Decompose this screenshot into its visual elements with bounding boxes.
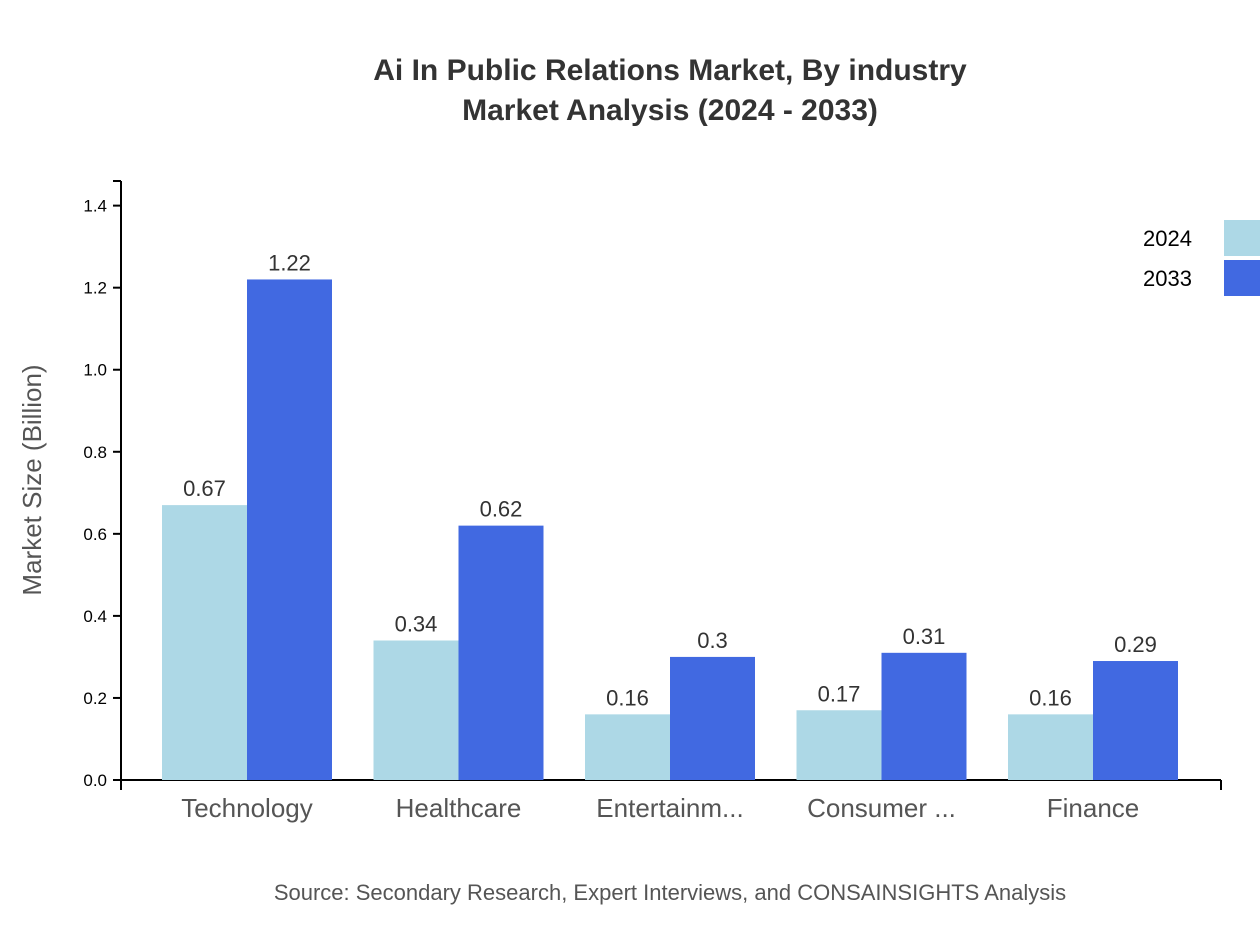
bar xyxy=(162,505,247,780)
x-tick-label: Technology xyxy=(181,793,313,823)
data-label: 0.29 xyxy=(1114,632,1157,657)
x-tick-label: Consumer ... xyxy=(807,793,956,823)
y-tick-label: 0.0 xyxy=(83,771,107,790)
y-tick-label: 0.8 xyxy=(83,443,107,462)
bar xyxy=(881,652,967,780)
legend-swatch xyxy=(1224,260,1260,296)
data-label: 0.67 xyxy=(183,476,226,501)
data-label: 0.31 xyxy=(903,624,946,649)
source-note: Source: Secondary Research, Expert Inter… xyxy=(274,880,1066,905)
y-tick-label: 1.4 xyxy=(83,197,107,216)
bar xyxy=(373,640,459,780)
bar xyxy=(458,525,544,780)
bar xyxy=(247,279,332,780)
chart-subtitle: Market Analysis (2024 - 2033) xyxy=(462,94,878,127)
data-label: 0.16 xyxy=(606,685,649,710)
data-label: 1.22 xyxy=(268,250,311,275)
y-tick-label: 1.0 xyxy=(83,361,107,380)
legend-label: 2024 xyxy=(1143,226,1192,251)
y-tick-label: 0.4 xyxy=(83,607,107,626)
chart-title: Ai In Public Relations Market, By indust… xyxy=(373,54,967,87)
x-tick-label: Entertainm... xyxy=(596,793,743,823)
legend-label: 2033 xyxy=(1143,266,1192,291)
y-tick-label: 0.6 xyxy=(83,525,107,544)
legend-swatch xyxy=(1224,220,1260,256)
y-tick-label: 0.2 xyxy=(83,689,107,708)
data-label: 0.3 xyxy=(697,628,728,653)
y-tick-label: 1.2 xyxy=(83,279,107,298)
bar xyxy=(670,656,755,780)
data-label: 0.34 xyxy=(395,612,438,637)
x-tick-label: Healthcare xyxy=(396,793,522,823)
data-label: 0.16 xyxy=(1029,685,1072,710)
bar xyxy=(1093,661,1178,780)
bar xyxy=(796,710,882,780)
data-label: 0.62 xyxy=(480,497,523,522)
y-axis-label: Market Size (Billion) xyxy=(17,364,47,595)
data-label: 0.17 xyxy=(818,681,861,706)
bar xyxy=(585,714,670,780)
x-tick-label: Finance xyxy=(1047,793,1140,823)
bar xyxy=(1008,714,1093,780)
